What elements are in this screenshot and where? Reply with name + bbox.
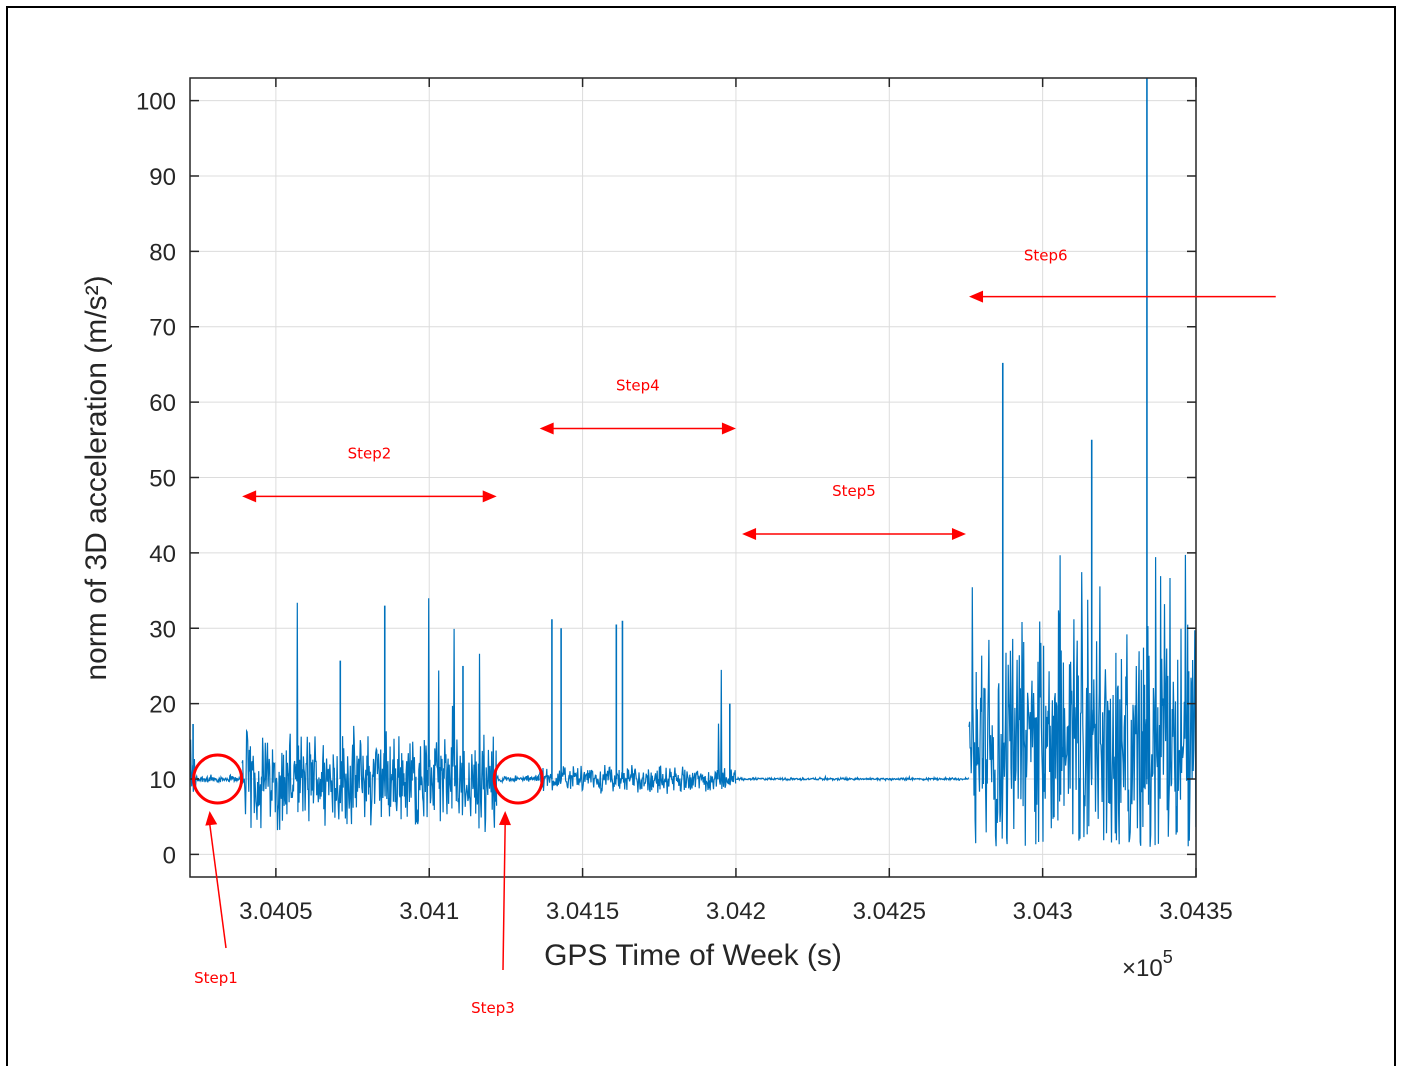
y-tick-label: 10	[149, 767, 176, 794]
series-segment-step3	[496, 774, 540, 785]
data-series	[190, 78, 1196, 847]
series-segment-step1	[195, 773, 243, 784]
y-tick-label: 80	[149, 239, 176, 266]
x-axis-title: GPS Time of Week (s)	[544, 939, 842, 972]
y-tick-labels: 0 10 20 30 40 50 60 70 80 90 100	[136, 89, 176, 870]
y-axis-title: norm of 3D acceleration (m/s²)	[80, 275, 113, 680]
y-tick-label: 30	[149, 616, 176, 643]
arrow-head	[242, 490, 257, 503]
y-tick-label: 50	[149, 466, 176, 493]
y-tick-label: 20	[149, 692, 176, 719]
y-tick-label: 70	[149, 315, 176, 342]
annotation-pointer-line	[208, 822, 227, 949]
x-multiplier-base: ×10	[1122, 955, 1163, 982]
series-segment-step4	[539, 669, 737, 794]
x-tick-label: 3.0415	[546, 898, 619, 925]
x-multiplier: ×105	[1122, 947, 1173, 982]
arrow-head	[498, 811, 511, 826]
y-tick-label: 0	[163, 842, 176, 869]
arrow-head	[482, 490, 497, 503]
x-tick-labels: 3.0405 3.041 3.0415 3.042 3.0425 3.043 3.0435	[239, 898, 1233, 925]
annotation-label-step6: Step6	[1024, 247, 1068, 265]
annotation-circle	[192, 753, 244, 805]
annotation-label-step1: Step1	[194, 969, 238, 987]
annotation-circle	[492, 753, 544, 805]
series-segment-step2	[241, 598, 498, 833]
annotation-label-step2: Step2	[348, 444, 392, 462]
arrow-head	[539, 422, 554, 435]
series-segment-step6	[968, 554, 1196, 847]
x-tick-label: 3.0425	[853, 898, 926, 925]
x-tick-label: 3.0435	[1159, 898, 1232, 925]
x-multiplier-exponent: 5	[1163, 947, 1173, 967]
y-tick-label: 40	[149, 541, 176, 568]
x-tick-label: 3.042	[706, 898, 766, 925]
x-tick-label: 3.0405	[239, 898, 312, 925]
arrow-head	[742, 528, 757, 541]
annotation-pointer-line	[502, 822, 506, 971]
arrow-head	[951, 528, 966, 541]
arrow-head	[721, 422, 736, 435]
arrow-head	[205, 811, 218, 826]
x-tick-label: 3.043	[1013, 898, 1073, 925]
y-tick-label: 90	[149, 164, 176, 191]
series-segment-step5	[735, 774, 970, 783]
ticks	[190, 78, 1197, 877]
annotation-label-step3: Step3	[471, 999, 515, 1017]
y-tick-label: 100	[136, 89, 176, 116]
annotations: Step1 Step2 Step3 Step4 Step5 Step6	[192, 247, 1276, 1017]
arrow-head	[969, 290, 984, 303]
annotation-label-step4: Step4	[616, 377, 660, 395]
y-tick-label: 60	[149, 390, 176, 417]
annotation-label-step5: Step5	[832, 482, 876, 500]
x-tick-label: 3.041	[399, 898, 459, 925]
